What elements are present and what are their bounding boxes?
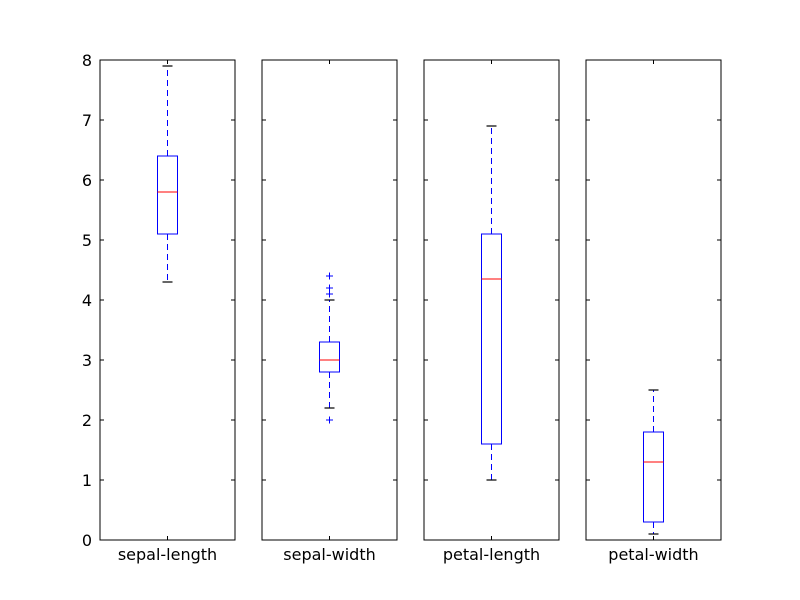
y-tick-label: 8 — [82, 51, 92, 70]
y-tick-label: 2 — [82, 411, 92, 430]
axes-frame-petal-width — [585, 59, 722, 541]
box-sepal-width — [319, 341, 340, 373]
y-tick-label: 6 — [82, 171, 92, 190]
outlier-point — [326, 272, 333, 280]
x-tick-label-sepal-length: sepal-length — [118, 545, 217, 564]
y-tick-label: 7 — [82, 111, 92, 130]
y-tick-label: 5 — [82, 231, 92, 250]
box-sepal-length — [157, 155, 178, 235]
x-tick-label-petal-length: petal-length — [443, 545, 540, 564]
y-tick-label: 3 — [82, 351, 92, 370]
box-petal-length — [481, 233, 502, 445]
x-tick-label-sepal-width: sepal-width — [283, 545, 375, 564]
box-petal-width — [643, 431, 664, 523]
outlier-point — [326, 416, 333, 424]
y-tick-label: 0 — [82, 531, 92, 550]
y-tick-label: 4 — [82, 291, 92, 310]
x-tick-label-petal-width: petal-width — [608, 545, 698, 564]
outlier-point — [326, 284, 333, 292]
outlier-point — [326, 290, 333, 298]
y-tick-label: 1 — [82, 471, 92, 490]
